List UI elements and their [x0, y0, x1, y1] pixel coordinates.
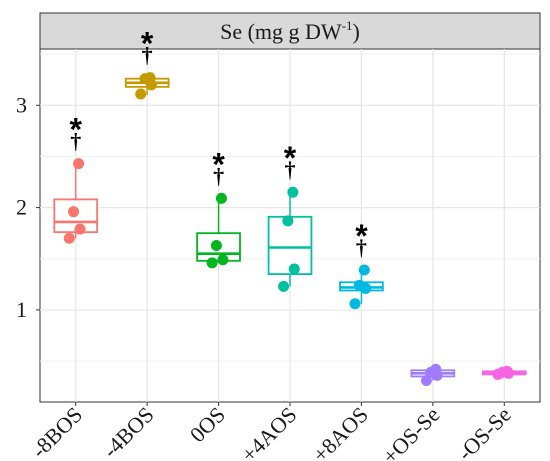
x-tick-label: +8AOS: [308, 402, 373, 461]
data-points: [63, 72, 515, 387]
star-mark: *: [212, 146, 225, 182]
dagger-mark: †: [285, 157, 296, 182]
dagger-mark: †: [213, 163, 224, 188]
data-point: [206, 257, 218, 269]
data-point: [215, 192, 227, 204]
y-tick-label: 3: [16, 92, 27, 117]
chart-title: Se (mg g DW-1): [220, 18, 360, 44]
data-point: [358, 264, 370, 276]
x-tick-label: -4BOS: [98, 402, 159, 461]
data-point: [287, 186, 299, 198]
data-point: [210, 239, 222, 251]
box-iqr: [267, 215, 313, 276]
strip-background: [39, 12, 541, 50]
x-tick-label: -8BOS: [26, 402, 87, 461]
box-+4AOS: [267, 192, 313, 287]
data-point: [217, 254, 229, 266]
y-tick-label: 1: [16, 297, 27, 322]
data-point: [63, 232, 75, 244]
x-tick-label: 0OS: [185, 402, 230, 447]
dagger-mark: †: [142, 43, 153, 68]
dagger-mark: †: [70, 129, 81, 154]
data-point: [430, 363, 442, 375]
data-point: [68, 206, 80, 218]
data-point: [288, 263, 300, 275]
data-point: [278, 280, 290, 292]
dagger-mark: †: [356, 235, 367, 260]
x-tick-label: +OS-Se: [377, 402, 444, 461]
star-mark: *: [355, 218, 368, 254]
y-tick-label: 2: [16, 195, 27, 220]
data-point: [144, 72, 156, 84]
significance-marks: †*†*†* †*†*: [69, 26, 368, 260]
data-point: [73, 158, 85, 170]
star-mark: *: [284, 140, 297, 176]
data-point: [420, 375, 432, 387]
data-point: [353, 279, 365, 291]
data-point: [349, 298, 361, 310]
x-tick-label: +4AOS: [236, 402, 301, 461]
data-point: [501, 365, 513, 377]
star-mark: *: [141, 26, 154, 62]
data-point: [74, 223, 86, 235]
x-tick-label: -OS-Se: [452, 402, 515, 461]
data-point: [282, 215, 294, 227]
star-mark: *: [69, 112, 82, 148]
data-point: [135, 88, 147, 100]
